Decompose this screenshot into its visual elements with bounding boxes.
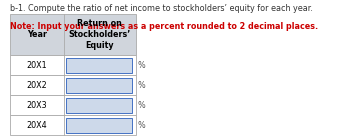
Bar — [10, 115, 136, 135]
Bar — [10, 14, 136, 55]
Text: Return on
Stockholders’
Equity: Return on Stockholders’ Equity — [69, 19, 131, 50]
Text: Year: Year — [27, 30, 47, 39]
Text: 20X3: 20X3 — [27, 101, 47, 110]
Bar — [66, 78, 132, 93]
Text: 20X4: 20X4 — [27, 121, 47, 130]
Bar — [10, 75, 136, 95]
Bar — [66, 58, 132, 73]
Text: b-1. Compute the ratio of net income to stockholders’ equity for each year.: b-1. Compute the ratio of net income to … — [10, 4, 313, 13]
Bar — [66, 98, 132, 113]
Bar — [66, 118, 132, 133]
Text: Note: Input your answers as a percent rounded to 2 decimal places.: Note: Input your answers as a percent ro… — [10, 22, 318, 31]
Text: %: % — [138, 61, 145, 70]
Text: %: % — [138, 121, 145, 130]
Text: 20X1: 20X1 — [27, 61, 47, 70]
Bar — [10, 55, 136, 75]
Text: %: % — [138, 81, 145, 90]
Text: 20X2: 20X2 — [27, 81, 47, 90]
Text: %: % — [138, 101, 145, 110]
Bar — [10, 95, 136, 115]
